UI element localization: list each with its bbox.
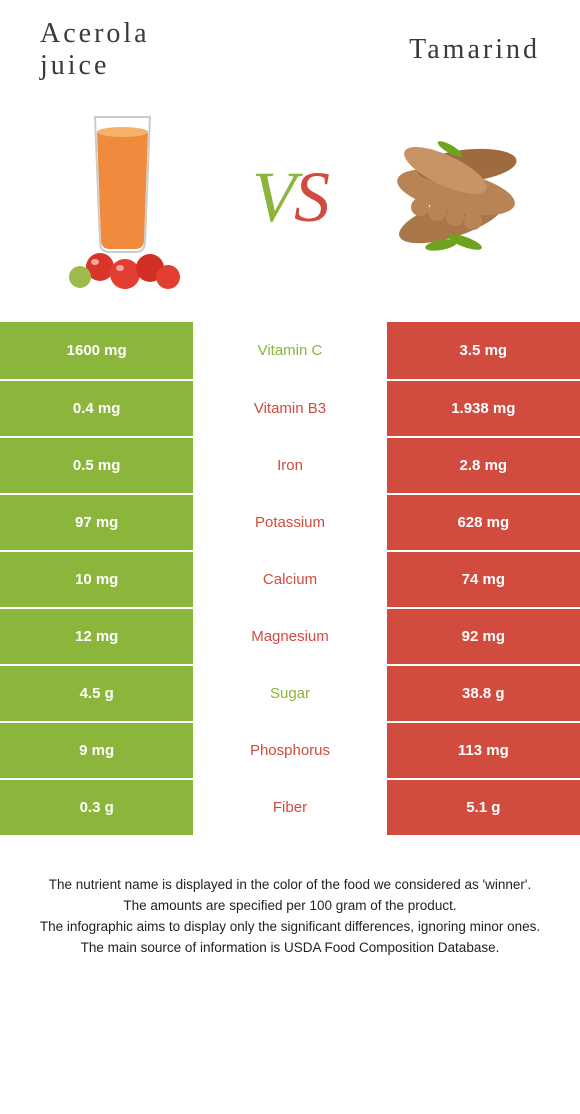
left-value: 9 mg: [0, 723, 193, 778]
right-value: 1.938 mg: [387, 381, 580, 436]
footnote-line: The nutrient name is displayed in the co…: [20, 875, 560, 896]
right-value: 628 mg: [387, 495, 580, 550]
nutrient-name: Vitamin B3: [193, 381, 386, 436]
nutrient-table: 1600 mgVitamin C3.5 mg0.4 mgVitamin B31.…: [0, 322, 580, 835]
right-value: 38.8 g: [387, 666, 580, 721]
left-value: 10 mg: [0, 552, 193, 607]
vs-s: S: [294, 157, 328, 237]
table-row: 0.4 mgVitamin B31.938 mg: [0, 379, 580, 436]
nutrient-name: Potassium: [193, 495, 386, 550]
right-value: 5.1 g: [387, 780, 580, 835]
nutrient-name: Calcium: [193, 552, 386, 607]
left-value: 97 mg: [0, 495, 193, 550]
left-value: 1600 mg: [0, 322, 193, 379]
right-value: 74 mg: [387, 552, 580, 607]
left-value: 12 mg: [0, 609, 193, 664]
right-value: 113 mg: [387, 723, 580, 778]
tamarind-image: [370, 102, 540, 292]
right-value: 3.5 mg: [387, 322, 580, 379]
table-row: 97 mgPotassium628 mg: [0, 493, 580, 550]
acerola-juice-image: [40, 102, 210, 292]
left-food-title-line1: Acerola: [40, 18, 150, 49]
nutrient-name: Phosphorus: [193, 723, 386, 778]
table-row: 0.5 mgIron2.8 mg: [0, 436, 580, 493]
nutrient-name: Fiber: [193, 780, 386, 835]
vs-label: VS: [252, 156, 328, 239]
table-row: 12 mgMagnesium92 mg: [0, 607, 580, 664]
left-value: 0.3 g: [0, 780, 193, 835]
nutrient-name: Sugar: [193, 666, 386, 721]
footnote-line: The main source of information is USDA F…: [20, 938, 560, 959]
table-row: 1600 mgVitamin C3.5 mg: [0, 322, 580, 379]
table-row: 4.5 gSugar38.8 g: [0, 664, 580, 721]
hero-row: VS: [0, 92, 580, 322]
table-row: 10 mgCalcium74 mg: [0, 550, 580, 607]
header: Acerola juice Tamarind: [0, 0, 580, 92]
table-row: 9 mgPhosphorus113 mg: [0, 721, 580, 778]
right-value: 92 mg: [387, 609, 580, 664]
right-value: 2.8 mg: [387, 438, 580, 493]
footnote-line: The amounts are specified per 100 gram o…: [20, 896, 560, 917]
nutrient-name: Vitamin C: [193, 322, 386, 379]
nutrient-name: Iron: [193, 438, 386, 493]
footnote-line: The infographic aims to display only the…: [20, 917, 560, 938]
footnote: The nutrient name is displayed in the co…: [0, 835, 580, 979]
left-value: 4.5 g: [0, 666, 193, 721]
left-food-title-line2: juice: [40, 50, 109, 81]
table-row: 0.3 gFiber5.1 g: [0, 778, 580, 835]
left-food-title: Acerola juice: [40, 18, 290, 82]
left-value: 0.4 mg: [0, 381, 193, 436]
right-food-title: Tamarind: [290, 34, 540, 66]
nutrient-name: Magnesium: [193, 609, 386, 664]
left-value: 0.5 mg: [0, 438, 193, 493]
vs-v: V: [252, 157, 294, 237]
